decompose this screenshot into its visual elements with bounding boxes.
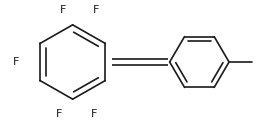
Text: F: F: [13, 57, 19, 67]
Text: F: F: [93, 5, 100, 15]
Text: F: F: [56, 109, 62, 119]
Text: F: F: [60, 5, 66, 15]
Text: F: F: [91, 109, 98, 119]
